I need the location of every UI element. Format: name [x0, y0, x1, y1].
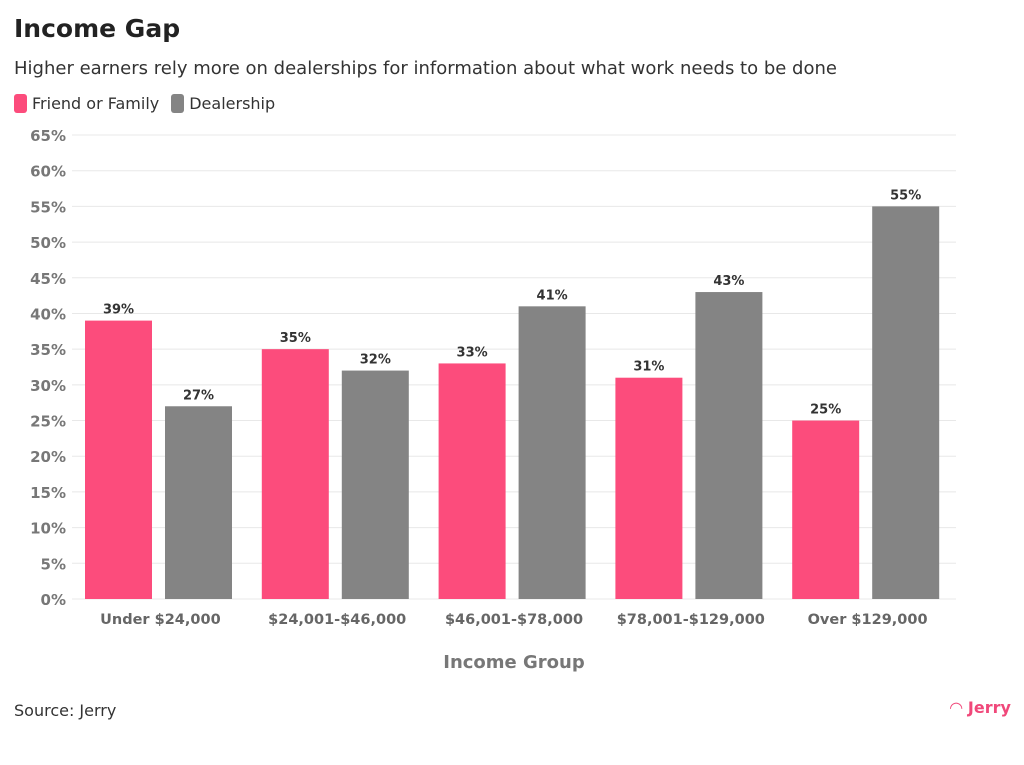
bar	[872, 206, 940, 599]
legend: Friend or Family Dealership	[14, 94, 275, 113]
bar	[792, 420, 860, 599]
y-tick-label: 0%	[41, 591, 66, 609]
y-tick-label: 35%	[30, 341, 66, 359]
bar	[85, 320, 152, 599]
y-tick-label: 50%	[30, 234, 66, 252]
y-tick-label: 20%	[30, 448, 66, 466]
y-tick-label: 5%	[41, 555, 66, 573]
legend-swatch	[171, 94, 185, 113]
y-tick-label: 55%	[30, 198, 66, 216]
data-label: 39%	[103, 303, 134, 318]
y-tick-label: 15%	[30, 484, 66, 502]
data-label: 25%	[810, 403, 841, 418]
x-tick-label: $78,001-$129,000	[617, 612, 765, 628]
data-label: 31%	[633, 360, 664, 375]
data-label: 32%	[360, 353, 391, 368]
data-label: 43%	[713, 274, 744, 289]
data-label: 41%	[537, 288, 568, 303]
y-tick-label: 65%	[30, 127, 66, 145]
data-label: 35%	[280, 331, 311, 346]
bar	[341, 370, 409, 599]
data-label: 33%	[457, 345, 488, 360]
y-tick-label: 30%	[30, 377, 66, 395]
logo-icon: ◠	[950, 698, 963, 717]
y-tick-label: 60%	[30, 163, 66, 181]
bar	[615, 377, 683, 599]
legend-label: Friend or Family	[32, 94, 160, 113]
source-note: Source: Jerry	[14, 701, 117, 720]
x-tick-label: $24,001-$46,000	[268, 612, 406, 628]
x-tick-label: Under $24,000	[100, 612, 221, 628]
y-tick-label: 25%	[30, 413, 66, 431]
y-tick-label: 45%	[30, 270, 66, 288]
logo-text: Jerry	[967, 698, 1011, 717]
legend-item-friend-family: Friend or Family	[14, 94, 159, 113]
jerry-logo: ◠ Jerry	[950, 698, 1011, 717]
y-tick-label: 10%	[30, 520, 66, 538]
bar	[165, 406, 232, 599]
x-tick-label: $46,001-$78,000	[445, 612, 583, 628]
bar	[695, 292, 763, 599]
bar	[438, 363, 506, 599]
chart-subtitle: Higher earners rely more on dealerships …	[14, 58, 837, 79]
x-axis-title: Income Group	[443, 652, 585, 673]
legend-swatch	[14, 94, 27, 113]
data-label: 27%	[183, 388, 214, 403]
bar	[518, 306, 586, 599]
data-label: 55%	[890, 188, 921, 203]
y-tick-label: 40%	[30, 305, 66, 323]
legend-item-dealership: Dealership	[171, 94, 275, 113]
bar	[261, 349, 329, 599]
x-tick-label: Over $129,000	[808, 612, 928, 628]
legend-label: Dealership	[189, 94, 276, 113]
chart-title: Income Gap	[14, 14, 181, 43]
